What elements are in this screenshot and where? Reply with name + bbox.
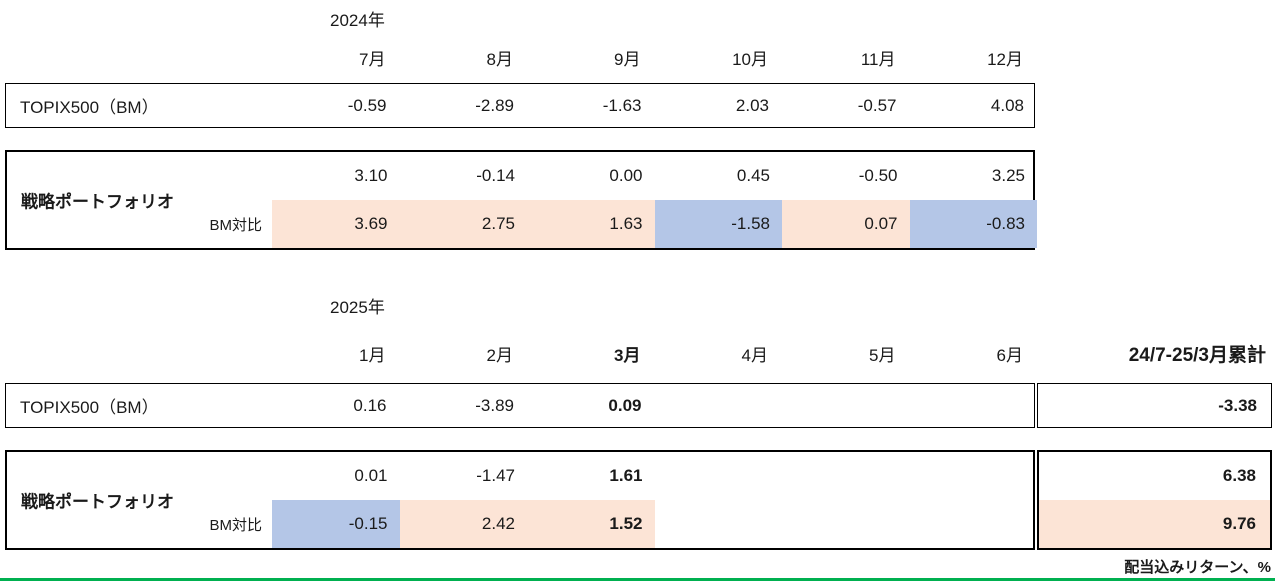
portfolio-value-cell: 3.25 [991,166,1025,185]
month-header: 9月 [614,49,641,69]
topix-value-cell: -0.59 [347,95,387,115]
topix-value-cell: 4.08 [990,95,1024,115]
month-header: 11月 [860,49,896,69]
portfolio-cumulative-box: 6.38 9.76 [1037,450,1272,550]
portfolio-value-cell: 0.45 [736,166,770,185]
portfolio-cumulative-value: 6.38 [1222,466,1256,485]
bm-diff-cell: -1.58 [654,200,782,248]
portfolio-value-cell [910,452,1038,500]
topix-cumulative-value: -3.38 [1218,395,1257,415]
month-header: 5月 [869,345,896,365]
bm-diff-cell: 0.07 [782,200,910,248]
topix-value-cell: -1.63 [602,95,642,115]
portfolio-value-cell: 0.01 [354,466,388,485]
bm-diff-label: BM対比 [209,516,262,534]
bm-diff-cell [655,500,783,548]
portfolio-box-2025: 戦略ポートフォリオ 0.01 -1.47 1.61 BM対比 -0.15 2.4… [5,450,1035,550]
portfolio-return-row-2024: 3.10 -0.14 0.00 0.45 -0.50 3.25 [7,152,1033,200]
bottom-rule [0,578,1275,581]
cumulative-header: 24/7-25/3月累計 [1128,344,1266,366]
month-header-current: 3月 [614,345,641,365]
month-header-row-2024: 7月 8月 9月 10月 11月 12月 [5,44,1035,70]
month-header-row-2025: 1月 2月 3月 4月 5月 6月 24/7-25/3月累計 [5,340,1272,366]
topix-value-cell: -3.89 [475,395,514,415]
month-header: 2月 [486,345,513,365]
topix-value-cell [781,384,909,427]
bm-diff-cumulative-value: 9.76 [1039,500,1270,548]
portfolio-value-cell-current: 1.61 [609,466,643,485]
month-header: 8月 [486,49,513,69]
bm-diff-cell [910,500,1038,548]
bm-diff-row-2025: BM対比 -0.15 2.42 1.52 [7,500,1033,548]
topix-value-cell: -0.57 [857,95,897,115]
portfolio-return-row-2025: 0.01 -1.47 1.61 [7,452,1033,500]
topix-cumulative-box: -3.38 [1037,383,1272,428]
topix-row-2024: TOPIX500（BM） -0.59 -2.89 -1.63 2.03 -0.5… [5,83,1035,128]
topix-value-cell: 0.16 [353,395,387,415]
bm-diff-cell: -0.83 [909,200,1037,248]
year-label-2024: 2024年 [330,11,385,30]
bm-diff-cell-current: 1.52 [527,500,655,548]
topix-value-cell [909,384,1037,427]
header-spacer [5,44,270,70]
topix-value-cell: -2.89 [475,95,514,115]
portfolio-box-2024: 戦略ポートフォリオ 3.10 -0.14 0.00 0.45 -0.50 3.2… [5,150,1037,250]
month-header: 4月 [741,345,768,365]
month-header: 10月 [732,49,768,69]
bm-diff-cell: 3.69 [272,200,400,248]
year-label-2025: 2025年 [330,298,385,317]
portfolio-value-cell: -0.50 [858,166,898,185]
bm-diff-cell: 2.42 [399,500,527,548]
month-header: 1月 [359,345,386,365]
portfolio-value-cell: 3.10 [354,166,388,185]
bm-diff-cell [782,500,910,548]
topix-row-2025: TOPIX500（BM） 0.16 -3.89 0.09 [5,383,1035,428]
header-spacer [5,340,270,366]
topix-row-label: TOPIX500（BM） [20,398,159,417]
bm-diff-cell: -0.15 [272,500,400,548]
portfolio-value-cell: -1.47 [476,466,515,485]
portfolio-value-cell [782,452,910,500]
portfolio-value-cell [655,452,783,500]
topix-value-cell: 2.03 [735,95,769,115]
bm-diff-cell: 2.75 [399,200,527,248]
topix-row-label: TOPIX500（BM） [20,98,159,117]
footnote-unit-label: 配当込みリターン、% [1124,559,1271,576]
month-header: 6月 [996,345,1023,365]
month-header: 7月 [359,49,386,69]
topix-value-cell [654,384,782,427]
portfolio-row-label: 戦略ポートフォリオ [21,492,174,512]
portfolio-row-label: 戦略ポートフォリオ [21,192,174,212]
portfolio-value-cell: -0.14 [476,166,515,185]
bm-diff-cell: 1.63 [527,200,655,248]
month-header: 12月 [987,49,1023,69]
bm-diff-label: BM対比 [209,216,262,234]
portfolio-value-cell: 0.00 [609,166,643,185]
bm-diff-row-2024: BM対比 3.69 2.75 1.63 -1.58 0.07 -0.83 [7,200,1037,248]
topix-value-cell-current: 0.09 [608,395,642,415]
